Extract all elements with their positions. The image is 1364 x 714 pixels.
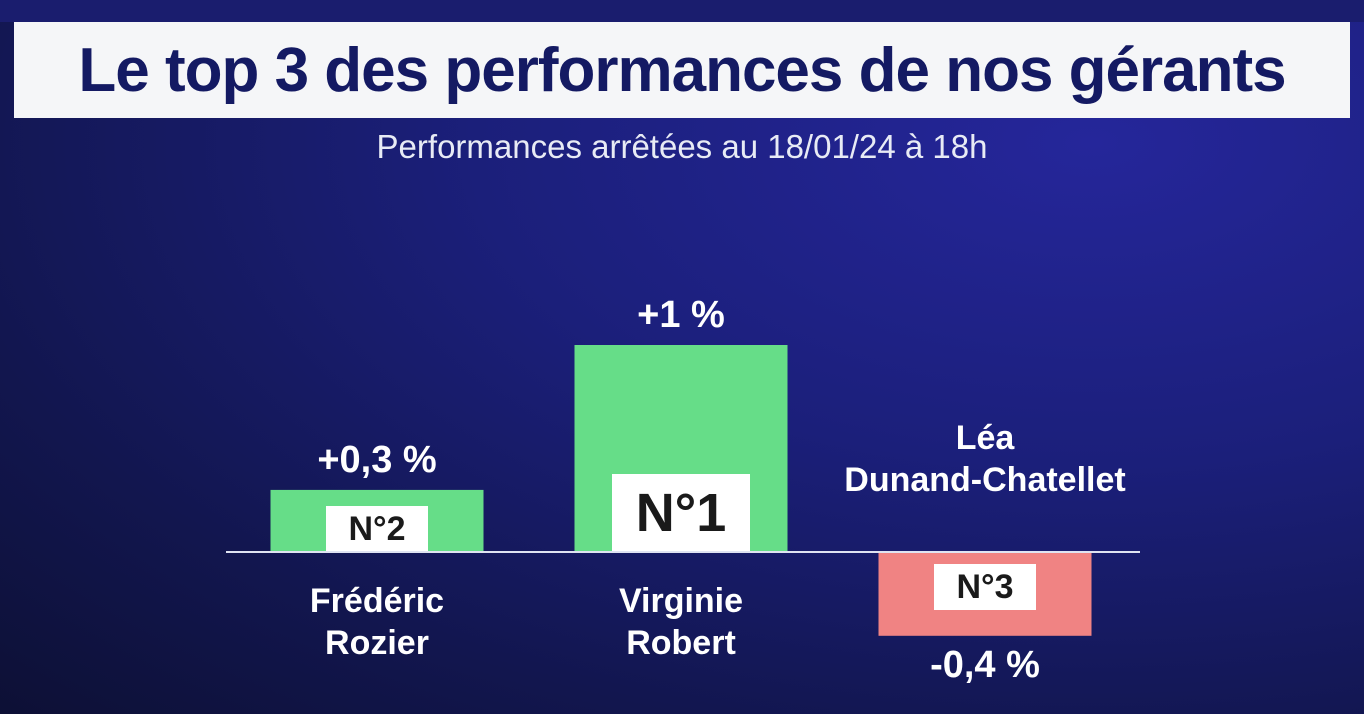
rank-box [934,564,1036,610]
rank-label: N°2 [348,510,405,548]
page-title: Le top 3 des performances de nos gérants [78,35,1286,105]
value-label: +0,3 % [317,439,436,481]
value-label: -0,4 % [930,644,1040,686]
value-label: +1 % [637,294,725,336]
category-label: Virginie [619,582,743,620]
rank-box [326,506,428,552]
category-label: Robert [626,624,736,662]
category-label: Léa [956,419,1016,457]
rank-label: N°1 [636,483,727,543]
category-label: Dunand-Chatellet [844,461,1125,499]
category-label: Frédéric [310,582,444,620]
subtitle: Performances arrêtées au 18/01/24 à 18h [376,128,988,165]
top-band [0,0,1364,22]
title-banner: Le top 3 des performances de nos gérants [14,22,1350,118]
category-label: Rozier [325,624,429,662]
rank-box [612,474,750,552]
rank-label: N°3 [956,568,1013,606]
